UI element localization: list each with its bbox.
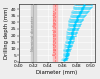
Text: Nominal diameter: Nominal diameter (31, 15, 35, 51)
X-axis label: Diameter (mm): Diameter (mm) (36, 70, 77, 75)
Bar (31, 4, 36, 62)
Text: Experimental diameter: Experimental diameter (53, 10, 57, 55)
Bar (53, 4, 57, 62)
Y-axis label: Drilling depth (mm): Drilling depth (mm) (4, 7, 9, 59)
